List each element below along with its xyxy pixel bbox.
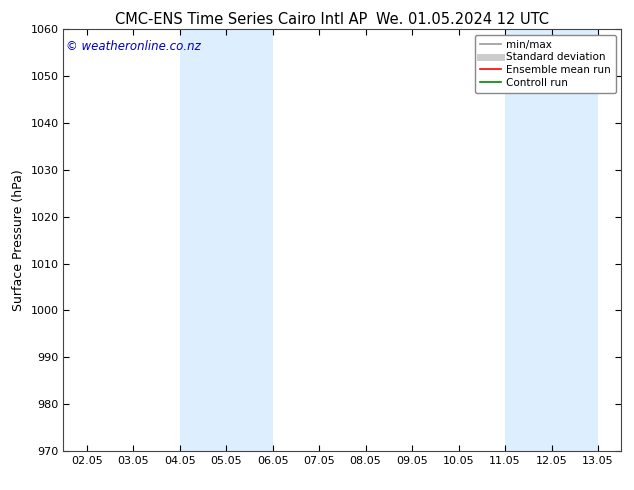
Y-axis label: Surface Pressure (hPa): Surface Pressure (hPa) [12, 169, 25, 311]
Bar [179, 29, 273, 451]
Text: © weatheronline.co.nz: © weatheronline.co.nz [66, 40, 201, 53]
Bar [505, 29, 598, 451]
Text: CMC-ENS Time Series Cairo Intl AP: CMC-ENS Time Series Cairo Intl AP [115, 12, 367, 27]
Text: We. 01.05.2024 12 UTC: We. 01.05.2024 12 UTC [377, 12, 549, 27]
Legend: min/max, Standard deviation, Ensemble mean run, Controll run: min/max, Standard deviation, Ensemble me… [475, 35, 616, 93]
